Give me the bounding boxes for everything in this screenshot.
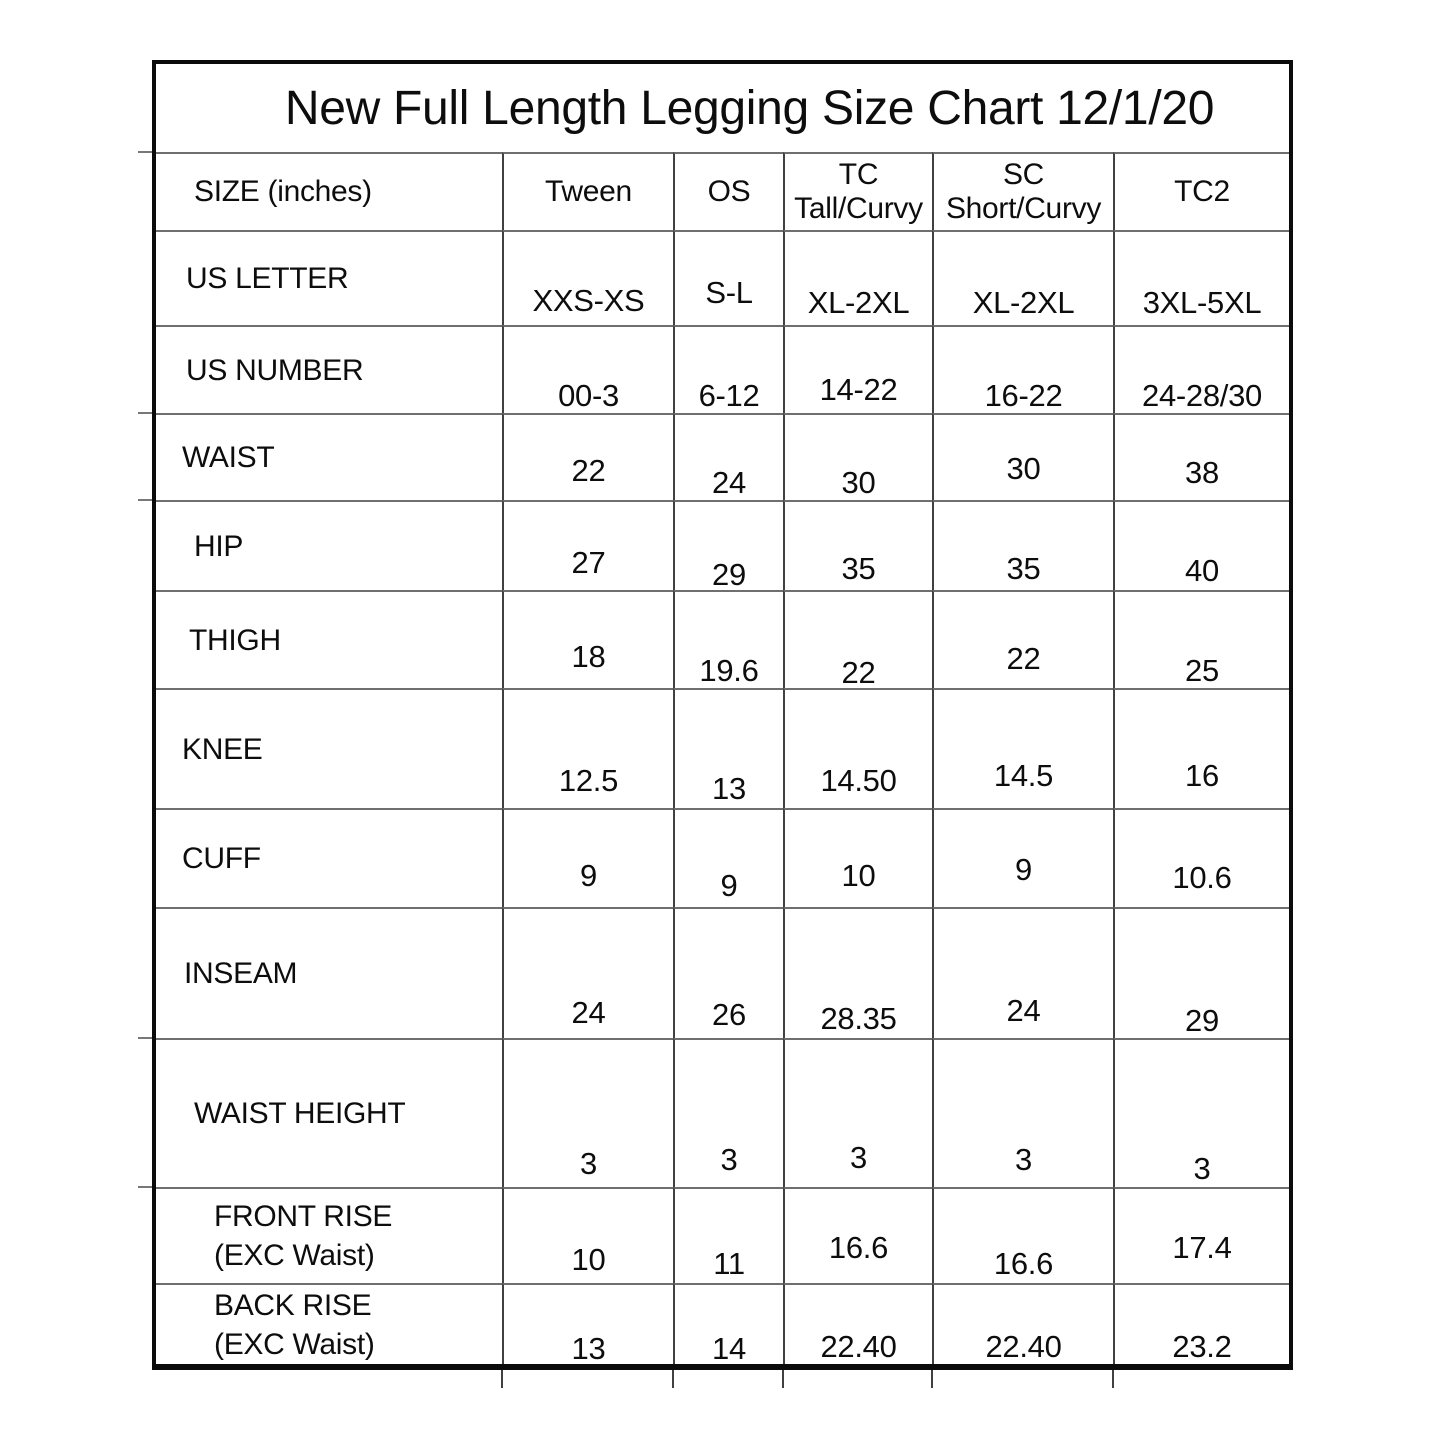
gridline-stub (138, 499, 152, 501)
cell-value: 22.40 (783, 1283, 932, 1364)
column-header-label: TC (838, 158, 879, 192)
cell-value: 22.40 (932, 1283, 1113, 1364)
chart-title: New Full Length Legging Size Chart 12/1/… (284, 81, 1215, 135)
column-header-label: Tween (545, 175, 632, 209)
cell-value: 35 (932, 500, 1113, 590)
cell-value: 40 (1113, 500, 1289, 590)
cell-value: 13 (673, 688, 783, 808)
cell-value: 3XL-5XL (1113, 230, 1289, 325)
cell-value: 11 (673, 1187, 783, 1283)
row-label-knee: KNEE (156, 688, 502, 808)
cell-value: 3 (1113, 1038, 1289, 1187)
cell-value: 16 (1113, 688, 1289, 808)
cell-value: XXS-XS (502, 230, 673, 325)
row-label-thigh: THIGH (156, 590, 502, 688)
cell-value: 12.5 (502, 688, 673, 808)
cell-value: 35 (783, 500, 932, 590)
cell-value: 3 (673, 1038, 783, 1187)
gridline-stub (138, 412, 152, 414)
row-label-hip: HIP (156, 500, 502, 590)
cell-value: 3 (932, 1038, 1113, 1187)
cell-value: 9 (932, 808, 1113, 907)
cell-value: 24 (673, 413, 783, 500)
row-label-us-number: US NUMBER (156, 325, 502, 413)
cell-value: 00-3 (502, 325, 673, 413)
column-header-os: OS (673, 152, 783, 230)
column-header-sublabel: Tall/Curvy (794, 192, 923, 225)
cell-value: 22 (932, 590, 1113, 688)
cell-value: 29 (1113, 907, 1289, 1038)
column-header-label: SC (1002, 158, 1045, 192)
cell-value: 22 (502, 413, 673, 500)
cell-value: 25 (1113, 590, 1289, 688)
cell-value: 16.6 (932, 1187, 1113, 1283)
cell-value: 3 (502, 1038, 673, 1187)
row-label-cuff: CUFF (156, 808, 502, 907)
cell-value: 10 (502, 1187, 673, 1283)
cell-value: 24-28/30 (1113, 325, 1289, 413)
column-header-sc: SC Short/Curvy (932, 152, 1113, 230)
cell-value: 29 (673, 500, 783, 590)
column-header-tc: TC Tall/Curvy (783, 152, 932, 230)
gridline-stub (501, 1370, 503, 1388)
cell-value: 30 (783, 413, 932, 500)
column-header-label: TC2 (1174, 175, 1230, 209)
column-header-tween: Tween (502, 152, 673, 230)
cell-value: 28.35 (783, 907, 932, 1038)
row-label-inseam: INSEAM (156, 907, 502, 1038)
cell-value: 14-22 (783, 325, 932, 413)
cell-value: 13 (502, 1283, 673, 1364)
cell-value: 22 (783, 590, 932, 688)
cell-value: 14.5 (932, 688, 1113, 808)
size-chart-table: New Full Length Legging Size Chart 12/1/… (152, 60, 1293, 1370)
cell-value: 9 (502, 808, 673, 907)
gridline-stub (931, 1370, 933, 1388)
cell-value: 19.6 (673, 590, 783, 688)
header-size-inches: SIZE (inches) (156, 152, 502, 230)
gridline-stub (782, 1370, 784, 1388)
cell-value: 9 (673, 808, 783, 907)
gridline-stub (138, 1186, 152, 1188)
cell-value: 3 (783, 1038, 932, 1187)
column-header-label: OS (707, 175, 751, 209)
row-label-back-rise-exc-waist: BACK RISE (EXC Waist) (156, 1283, 502, 1364)
cell-value: 17.4 (1113, 1187, 1289, 1283)
row-label-us-letter: US LETTER (156, 230, 502, 325)
cell-value: 10.6 (1113, 808, 1289, 907)
row-label-front-rise-exc-waist: FRONT RISE (EXC Waist) (156, 1187, 502, 1283)
cell-value: XL-2XL (783, 230, 932, 325)
cell-value: 16.6 (783, 1187, 932, 1283)
cell-value: 24 (932, 907, 1113, 1038)
gridline-stub (1112, 1370, 1114, 1388)
cell-value: 26 (673, 907, 783, 1038)
cell-value: 14.50 (783, 688, 932, 808)
row-label-waist-height: WAIST HEIGHT (156, 1038, 502, 1187)
cell-value: 16-22 (932, 325, 1113, 413)
cell-value: 23.2 (1113, 1283, 1289, 1364)
row-label-waist: WAIST (156, 413, 502, 500)
column-header-tc2: TC2 (1113, 152, 1289, 230)
column-header-sublabel: Short/Curvy (945, 192, 1102, 225)
cell-value: 10 (783, 808, 932, 907)
cell-value: S-L (673, 230, 783, 325)
cell-value: 38 (1113, 413, 1289, 500)
cell-value: XL-2XL (932, 230, 1113, 325)
cell-value: 30 (932, 413, 1113, 500)
gridline-stub (138, 1037, 152, 1039)
gridline-stub (672, 1370, 674, 1388)
cell-value: 18 (502, 590, 673, 688)
cell-value: 14 (673, 1283, 783, 1364)
gridline-stub (138, 151, 152, 153)
cell-value: 24 (502, 907, 673, 1038)
cell-value: 27 (502, 500, 673, 590)
cell-value: 6-12 (673, 325, 783, 413)
